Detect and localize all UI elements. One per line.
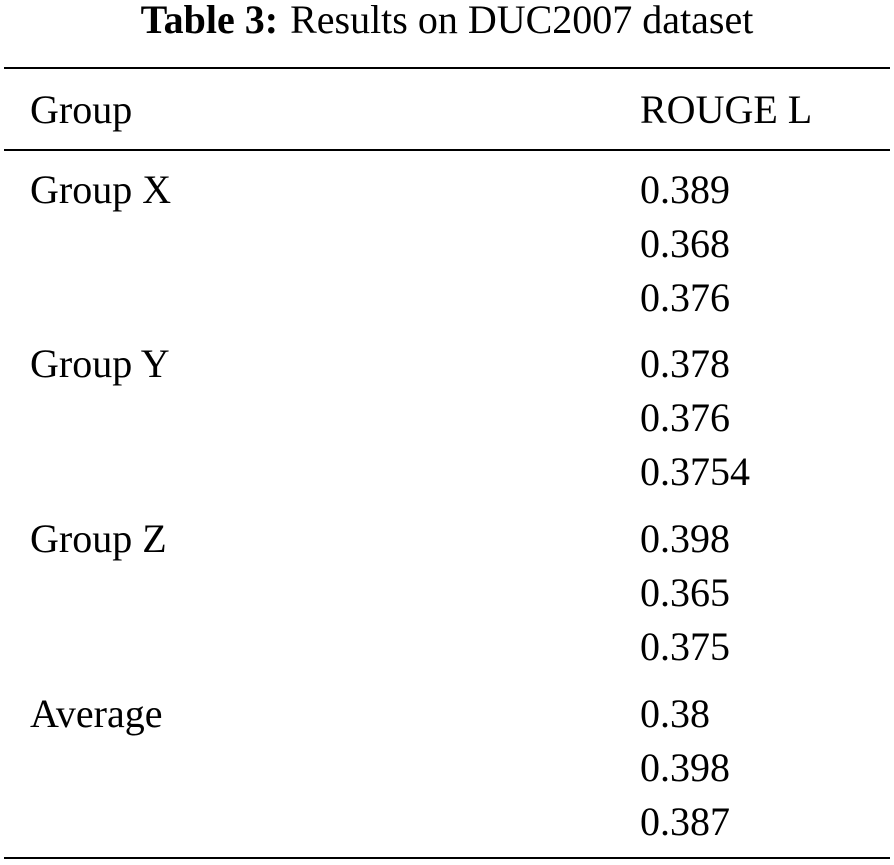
caption-label: Table 3: <box>140 0 279 42</box>
top-rule <box>4 67 890 69</box>
score-cell: 0.398 <box>640 745 730 790</box>
score-cell: 0.387 <box>640 799 730 844</box>
table-caption: Table 3: Results on DUC2007 dataset <box>0 0 894 40</box>
score-cell: 0.368 <box>640 221 730 266</box>
bottom-rule <box>4 857 890 859</box>
group-name: Group Y <box>30 341 170 386</box>
mid-rule <box>4 149 890 151</box>
caption-text: Results on DUC2007 dataset <box>290 0 754 42</box>
score-cell: 0.3754 <box>640 449 750 494</box>
score-cell: 0.38 <box>640 691 710 736</box>
score-cell: 0.398 <box>640 516 730 561</box>
score-cell: 0.375 <box>640 624 730 669</box>
score-cell: 0.389 <box>640 167 730 212</box>
group-name: Group X <box>30 167 172 212</box>
score-cell: 0.378 <box>640 341 730 386</box>
header-cell: ROUGE L <box>640 87 813 132</box>
group-name: Group Z <box>30 516 167 561</box>
score-cell: 0.376 <box>640 275 730 320</box>
score-cell: 0.365 <box>640 570 730 615</box>
group-name: Average <box>30 691 163 736</box>
header-cell: Group <box>30 87 133 132</box>
score-cell: 0.376 <box>640 395 730 440</box>
